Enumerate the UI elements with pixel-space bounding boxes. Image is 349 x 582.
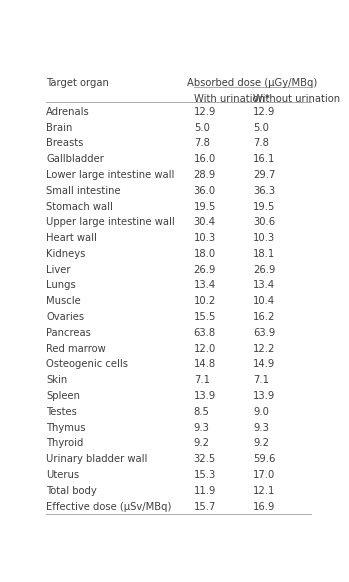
Text: Spleen: Spleen bbox=[46, 391, 80, 401]
Text: 19.5: 19.5 bbox=[194, 201, 216, 211]
Text: 32.5: 32.5 bbox=[194, 454, 216, 464]
Text: 8.5: 8.5 bbox=[194, 407, 210, 417]
Text: 7.1: 7.1 bbox=[253, 375, 269, 385]
Text: 59.6: 59.6 bbox=[253, 454, 276, 464]
Text: 28.9: 28.9 bbox=[194, 170, 216, 180]
Text: Small intestine: Small intestine bbox=[46, 186, 121, 196]
Text: 7.8: 7.8 bbox=[194, 139, 210, 148]
Text: 9.3: 9.3 bbox=[194, 423, 210, 432]
Text: Total body: Total body bbox=[46, 486, 97, 496]
Text: 29.7: 29.7 bbox=[253, 170, 276, 180]
Text: 12.9: 12.9 bbox=[253, 107, 276, 117]
Text: Target organ: Target organ bbox=[46, 78, 109, 88]
Text: 15.3: 15.3 bbox=[194, 470, 216, 480]
Text: Ovaries: Ovaries bbox=[46, 312, 84, 322]
Text: Without urination: Without urination bbox=[253, 94, 340, 105]
Text: 63.9: 63.9 bbox=[253, 328, 275, 338]
Text: 11.9: 11.9 bbox=[194, 486, 216, 496]
Text: 15.7: 15.7 bbox=[194, 502, 216, 512]
Text: 16.2: 16.2 bbox=[253, 312, 276, 322]
Text: Kidneys: Kidneys bbox=[46, 249, 86, 259]
Text: 10.4: 10.4 bbox=[253, 296, 275, 306]
Text: 30.6: 30.6 bbox=[253, 217, 275, 228]
Text: Skin: Skin bbox=[46, 375, 68, 385]
Text: 12.0: 12.0 bbox=[194, 343, 216, 354]
Text: Red marrow: Red marrow bbox=[46, 343, 106, 354]
Text: Heart wall: Heart wall bbox=[46, 233, 97, 243]
Text: 17.0: 17.0 bbox=[253, 470, 275, 480]
Text: Pancreas: Pancreas bbox=[46, 328, 91, 338]
Text: 12.9: 12.9 bbox=[194, 107, 216, 117]
Text: Breasts: Breasts bbox=[46, 139, 84, 148]
Text: 13.9: 13.9 bbox=[253, 391, 275, 401]
Text: 19.5: 19.5 bbox=[253, 201, 276, 211]
Text: Absorbed dose (μGy/MBq): Absorbed dose (μGy/MBq) bbox=[187, 78, 318, 88]
Text: 10.3: 10.3 bbox=[253, 233, 275, 243]
Text: 10.3: 10.3 bbox=[194, 233, 216, 243]
Text: Thymus: Thymus bbox=[46, 423, 86, 432]
Text: 12.2: 12.2 bbox=[253, 343, 276, 354]
Text: Upper large intestine wall: Upper large intestine wall bbox=[46, 217, 175, 228]
Text: 14.8: 14.8 bbox=[194, 360, 216, 370]
Text: 9.0: 9.0 bbox=[253, 407, 269, 417]
Text: 30.4: 30.4 bbox=[194, 217, 216, 228]
Text: 7.8: 7.8 bbox=[253, 139, 269, 148]
Text: 9.2: 9.2 bbox=[253, 438, 269, 448]
Text: 13.4: 13.4 bbox=[194, 281, 216, 290]
Text: Liver: Liver bbox=[46, 265, 71, 275]
Text: 36.0: 36.0 bbox=[194, 186, 216, 196]
Text: 16.0: 16.0 bbox=[194, 154, 216, 164]
Text: With urination*: With urination* bbox=[194, 94, 270, 105]
Text: Lungs: Lungs bbox=[46, 281, 76, 290]
Text: Effective dose (μSv/MBq): Effective dose (μSv/MBq) bbox=[46, 502, 172, 512]
Text: 36.3: 36.3 bbox=[253, 186, 275, 196]
Text: 12.1: 12.1 bbox=[253, 486, 276, 496]
Text: 16.1: 16.1 bbox=[253, 154, 276, 164]
Text: Uterus: Uterus bbox=[46, 470, 80, 480]
Text: 14.9: 14.9 bbox=[253, 360, 275, 370]
Text: 9.2: 9.2 bbox=[194, 438, 210, 448]
Text: 5.0: 5.0 bbox=[194, 123, 210, 133]
Text: 63.8: 63.8 bbox=[194, 328, 216, 338]
Text: 15.5: 15.5 bbox=[194, 312, 216, 322]
Text: 5.0: 5.0 bbox=[253, 123, 269, 133]
Text: 7.1: 7.1 bbox=[194, 375, 210, 385]
Text: Osteogenic cells: Osteogenic cells bbox=[46, 360, 128, 370]
Text: 9.3: 9.3 bbox=[253, 423, 269, 432]
Text: Adrenals: Adrenals bbox=[46, 107, 90, 117]
Text: Muscle: Muscle bbox=[46, 296, 81, 306]
Text: Urinary bladder wall: Urinary bladder wall bbox=[46, 454, 148, 464]
Text: Thyroid: Thyroid bbox=[46, 438, 84, 448]
Text: Lower large intestine wall: Lower large intestine wall bbox=[46, 170, 175, 180]
Text: 26.9: 26.9 bbox=[253, 265, 276, 275]
Text: 13.9: 13.9 bbox=[194, 391, 216, 401]
Text: 16.9: 16.9 bbox=[253, 502, 276, 512]
Text: 10.2: 10.2 bbox=[194, 296, 216, 306]
Text: 18.0: 18.0 bbox=[194, 249, 216, 259]
Text: Testes: Testes bbox=[46, 407, 77, 417]
Text: 26.9: 26.9 bbox=[194, 265, 216, 275]
Text: 13.4: 13.4 bbox=[253, 281, 275, 290]
Text: Stomach wall: Stomach wall bbox=[46, 201, 113, 211]
Text: Gallbladder: Gallbladder bbox=[46, 154, 104, 164]
Text: Brain: Brain bbox=[46, 123, 73, 133]
Text: 18.1: 18.1 bbox=[253, 249, 275, 259]
